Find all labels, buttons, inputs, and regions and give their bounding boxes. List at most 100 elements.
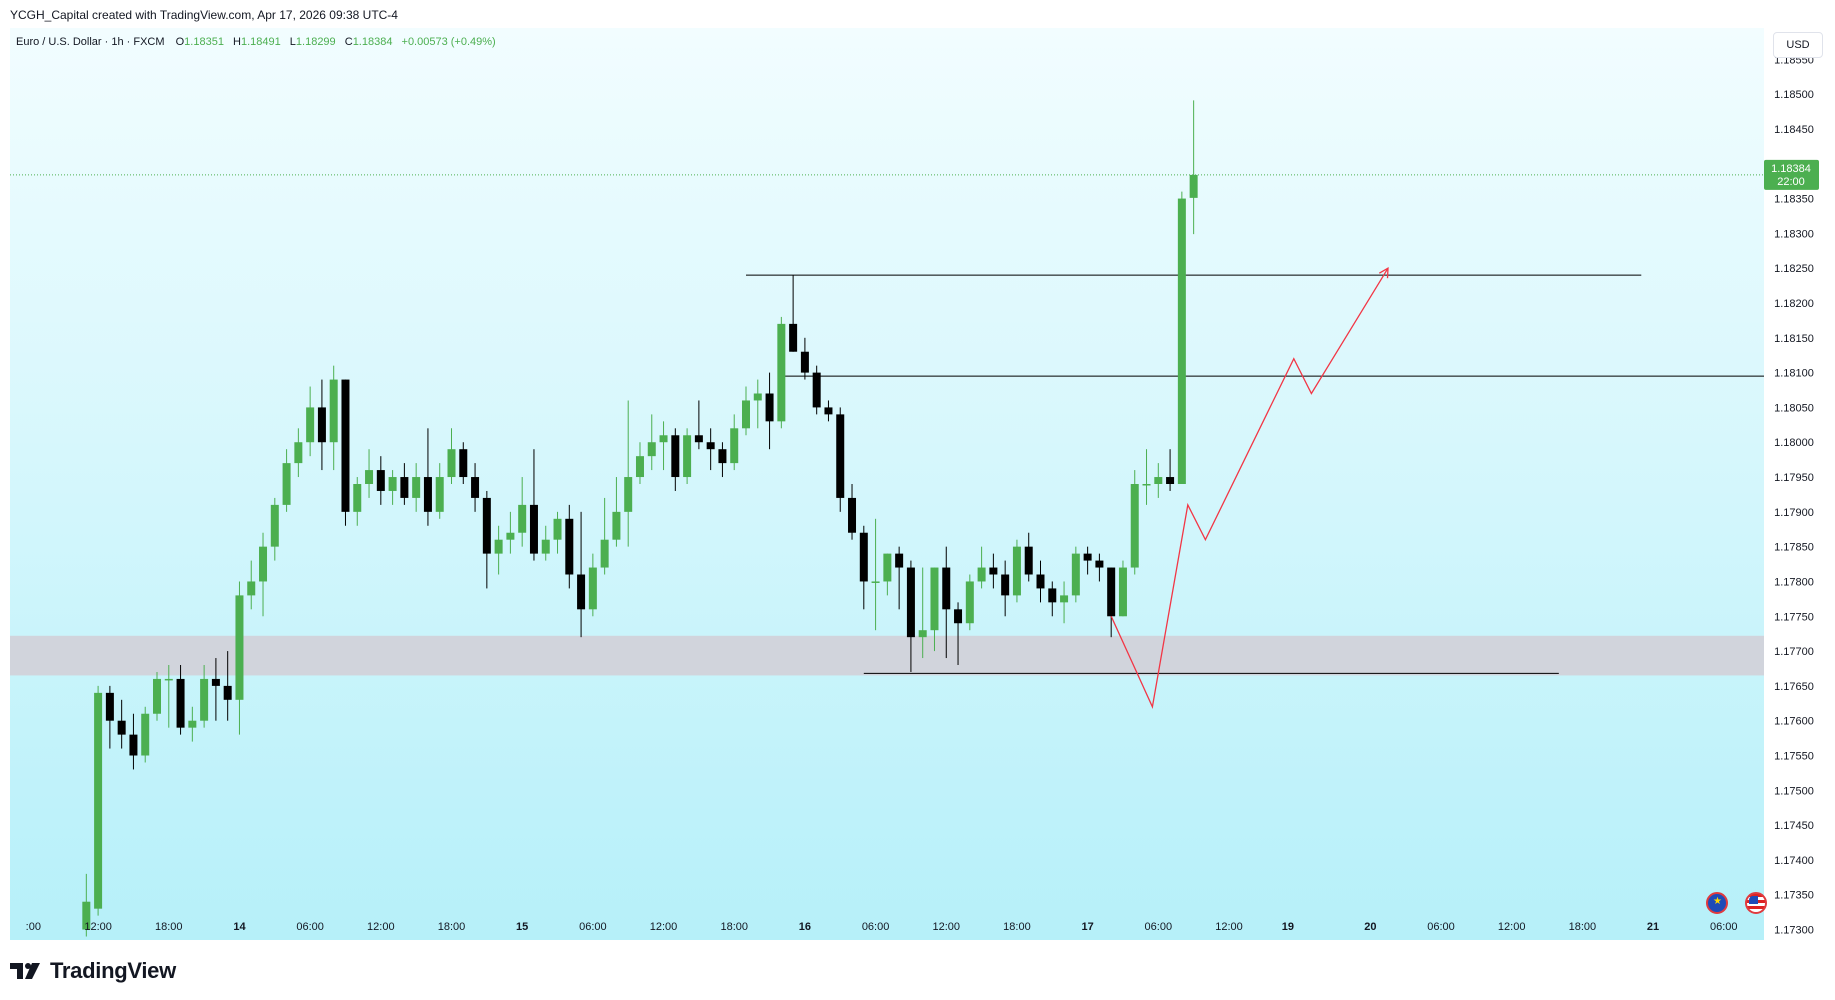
candle-body-up [1189,174,1198,198]
candle-body-down [848,497,857,533]
time-tick-label: 12:00 [1498,921,1526,933]
legend-symbol: Euro / U.S. Dollar · 1h · FXCM [16,36,165,48]
candle [164,665,173,728]
candle [800,337,809,380]
candle-body-up [742,400,750,429]
price-tick-label: 1.18100 [1774,368,1814,380]
candle [82,873,91,937]
candle-body-up [1060,595,1069,603]
candle-body-up [153,678,161,714]
candle-body-down [812,372,821,408]
time-tick-label: 12:00 [84,921,112,933]
candle-body-up [624,477,633,512]
candle-body-up [541,539,550,554]
candle [270,497,279,561]
candle-body-up [294,442,303,464]
time-tick-label: 15 [516,921,528,933]
candle [329,365,338,471]
price-tick-label: 1.18000 [1774,437,1814,449]
candle [400,463,409,505]
time-tick-label: 14 [233,921,246,933]
price-tick-label: 1.18350 [1774,194,1814,206]
candle [1107,567,1116,638]
candle [223,651,232,721]
candle-body-up [247,581,256,596]
legend-change: +0.00573 (+0.49%) [402,36,496,48]
candle-body-up [329,379,338,443]
currency-button[interactable]: USD [1773,32,1823,58]
price-tick-label: 1.17500 [1774,785,1814,797]
candle [506,511,515,554]
time-tick-label: :00 [26,921,41,933]
candle-body-up [553,518,562,540]
projection-path [1110,267,1389,709]
candle-body-down [482,497,491,554]
candle [848,484,857,540]
candle [459,442,468,484]
time-tick-label: 18:00 [1003,921,1031,933]
candle [600,497,609,575]
time-tick-label: 06:00 [862,921,890,933]
time-tick-label: 17 [1081,921,1093,933]
candle-body-down [895,553,904,568]
candle [529,449,538,561]
time-axis[interactable]: :00 12:00 18:00 14 06:00 12:00 18:00 15 06:00 12:… [26,921,1738,933]
candle [694,400,703,450]
eu-flag-icon[interactable] [1706,892,1728,914]
candle-body-up [270,504,279,547]
candlestick-series [82,100,1198,937]
candle-body-down [694,435,703,443]
candle-body-down [176,678,185,728]
us-flag-icon[interactable] [1745,892,1767,914]
candle-body-up [635,456,644,478]
candle-body-up [1142,484,1151,486]
candle-body-up [259,546,268,582]
candle [412,463,421,512]
candle-body-down [577,574,586,610]
candle-body-up [918,630,927,638]
candle-body-up [235,595,244,700]
time-tick-label: 18:00 [1569,921,1597,933]
candle [353,477,362,526]
candle [718,442,727,478]
tradingview-logo[interactable]: TradingView [10,958,176,984]
candle-body-down [1001,574,1010,596]
candle-body-down [718,449,727,464]
candle [129,713,138,770]
candle-body-down [471,477,480,498]
candle-body-up [1071,553,1080,596]
candle-body-up [659,435,668,443]
projection-arrowhead [1378,267,1389,279]
legend-high-value: 1.18491 [241,36,281,48]
candle-body-up [777,323,786,422]
price-tick-label: 1.18150 [1774,333,1814,345]
candle-body-down [836,414,845,498]
candle [706,428,715,471]
candle [954,602,963,666]
candle-body-down [459,449,468,478]
price-tick-label: 1.17650 [1774,681,1814,693]
price-tick-label: 1.18050 [1774,402,1814,414]
candle [447,428,456,484]
plot-background [10,28,1764,940]
candle-body-down [117,720,126,735]
candle [1001,560,1010,617]
candle [553,511,562,554]
candle [117,699,126,749]
price-tick-label: 1.17850 [1774,542,1814,554]
candle-body-down [859,532,868,582]
price-tick-label: 1.17900 [1774,507,1814,519]
candle [176,665,185,735]
candle [1177,191,1186,484]
legend-open-value: 1.18351 [184,36,224,48]
candle-body-up [1177,198,1186,484]
candle [518,477,527,547]
candle [812,365,821,415]
candle-body-down [423,477,432,512]
candle-body-down [989,567,998,575]
candle [141,706,150,763]
candle [883,553,892,596]
candle [341,379,350,526]
candle-body-up [871,581,880,583]
